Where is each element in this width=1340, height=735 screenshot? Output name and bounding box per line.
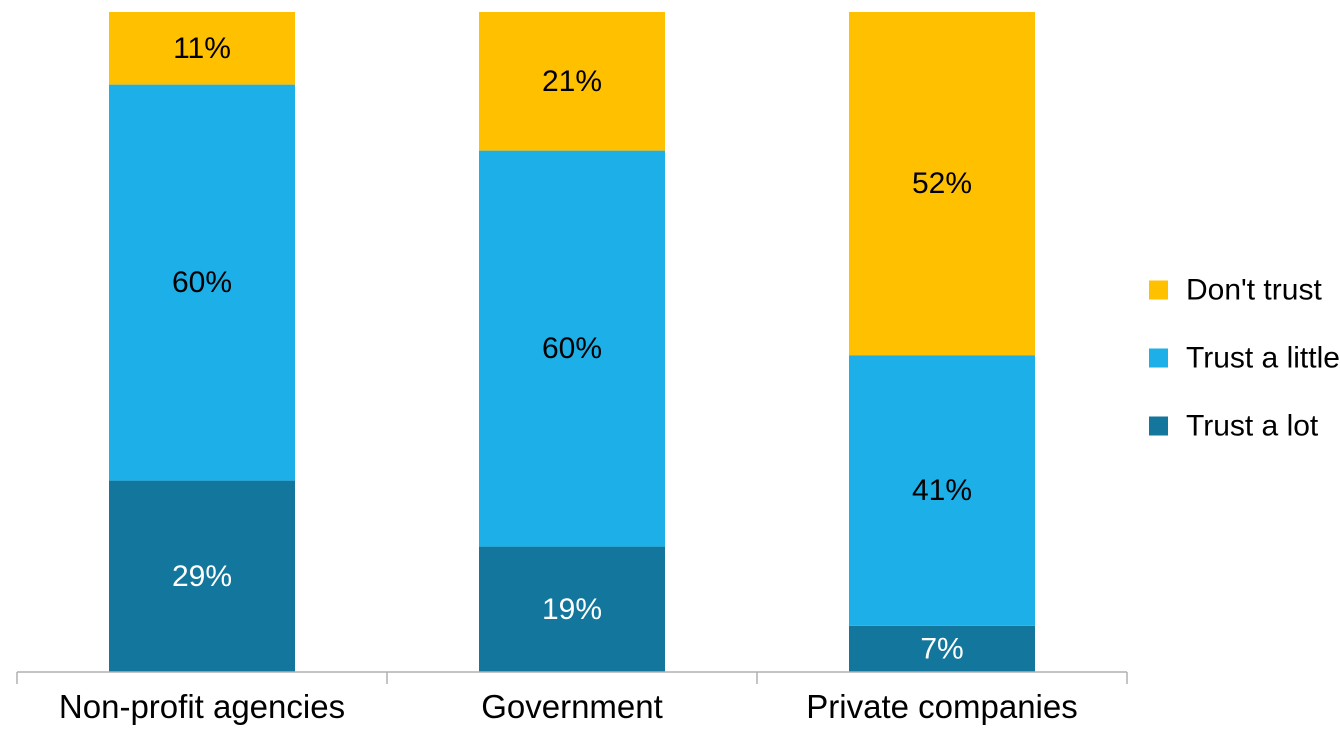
legend-swatch [1149, 416, 1168, 436]
category-label-non-profit-agencies: Non-profit agencies [59, 688, 345, 725]
legend-swatch [1149, 280, 1168, 300]
data-label-non-profit-agencies-don-t-trust: 11% [173, 32, 231, 65]
data-label-government-trust-a-little: 60% [542, 332, 602, 365]
bar-segments [109, 12, 1035, 672]
legend-swatch [1149, 348, 1168, 368]
legend-item-trust-a-little: Trust a little [1149, 342, 1340, 375]
bar-non-profit-agencies-don-t-trust [109, 12, 295, 85]
bar-private-companies-trust-a-lot [849, 625, 1035, 672]
bar-non-profit-agencies-trust-a-lot [109, 480, 295, 672]
data-label-private-companies-trust-a-little: 41% [912, 474, 972, 507]
bar-government-trust-a-lot [479, 546, 665, 672]
data-label-private-companies-trust-a-lot: 7% [920, 632, 963, 665]
legend-item-don-t-trust: Don't trust [1149, 274, 1322, 307]
bar-private-companies-don-t-trust [849, 12, 1035, 356]
data-label-non-profit-agencies-trust-a-lot: 29% [172, 560, 232, 593]
legend-label: Don't trust [1186, 274, 1322, 307]
legend-label: Trust a lot [1186, 410, 1319, 443]
data-label-non-profit-agencies-trust-a-little: 60% [172, 266, 232, 299]
legend-label: Trust a little [1186, 342, 1340, 375]
bar-government-don-t-trust [479, 12, 665, 151]
bar-private-companies-trust-a-little [849, 355, 1035, 626]
category-label-private-companies: Private companies [806, 688, 1077, 725]
bar-government-trust-a-little [479, 150, 665, 547]
legend: Don't trust Trust a little Trust a lot [1149, 274, 1340, 443]
data-label-government-trust-a-lot: 19% [542, 593, 602, 626]
x-axis-ticks [16, 672, 1128, 684]
category-label-government: Government [481, 688, 663, 725]
legend-item-trust-a-lot: Trust a lot [1149, 410, 1319, 443]
category-labels: Non-profit agencies Government Private com… [59, 688, 1078, 725]
data-label-private-companies-don-t-trust: 52% [912, 167, 972, 200]
bar-non-profit-agencies-trust-a-little [109, 84, 295, 481]
segment-data-labels: 29% 60% 11% 19% 60% 21% 7% 41% 52% [172, 32, 972, 666]
data-label-government-don-t-trust: 21% [542, 65, 602, 98]
